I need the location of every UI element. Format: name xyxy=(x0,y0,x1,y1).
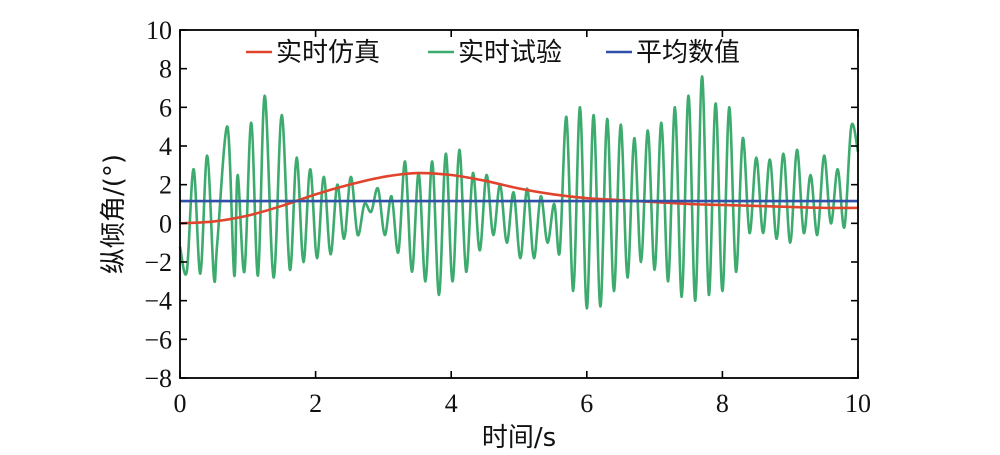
series-line-0 xyxy=(179,171,859,225)
y-tick-label: 10 xyxy=(146,16,172,45)
y-tick-label: 8 xyxy=(159,55,172,84)
legend-label-0: 实时仿真 xyxy=(276,38,380,68)
y-tick-label: −8 xyxy=(144,364,172,393)
y-tick-label: −4 xyxy=(144,287,172,316)
legend: 实时仿真 实时试验 平均数值 xyxy=(246,38,740,68)
x-tick-label: 4 xyxy=(445,389,458,418)
x-tick-label: 6 xyxy=(580,389,593,418)
legend-label-1: 实时试验 xyxy=(458,38,562,68)
y-axis-title: 纵倾角/(°) xyxy=(99,154,129,274)
y-tick-label: 2 xyxy=(159,171,172,200)
x-tick-label: 2 xyxy=(309,389,322,418)
y-tick-label: −6 xyxy=(144,325,172,354)
x-tick-label: 0 xyxy=(174,389,187,418)
series-line-1 xyxy=(178,75,860,310)
x-tick-label: 8 xyxy=(716,389,729,418)
y-tick-label: 0 xyxy=(159,209,172,238)
y-tick-label: 6 xyxy=(159,93,172,122)
legend-label-2: 平均数值 xyxy=(636,38,740,68)
plot-frame xyxy=(179,29,859,379)
tick-layer: 0 2 4 6 8 10 −8 −6 −4 −2 0 2 4 6 8 10 xyxy=(144,16,871,418)
x-tick-label: 10 xyxy=(845,389,871,418)
y-tick-label: 4 xyxy=(159,132,172,161)
y-tick-label: −2 xyxy=(144,248,172,277)
x-axis-title: 时间/s xyxy=(482,423,556,453)
series-layer xyxy=(178,75,860,310)
